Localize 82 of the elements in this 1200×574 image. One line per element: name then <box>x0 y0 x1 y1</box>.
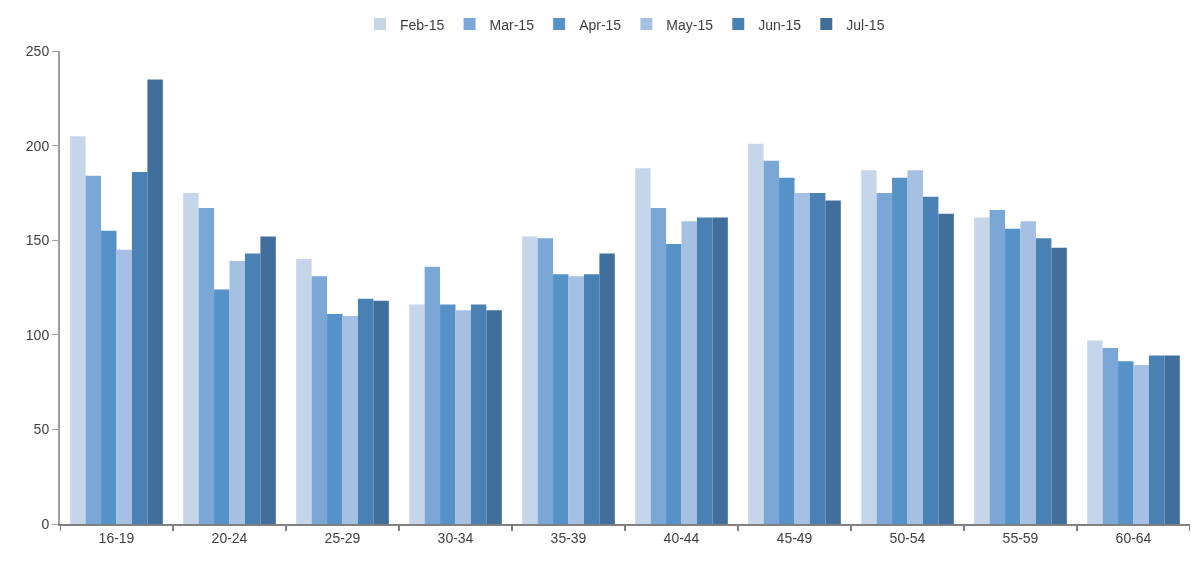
x-tick-label: 20-24 <box>211 529 248 546</box>
bar <box>635 168 651 524</box>
bar <box>861 170 877 524</box>
bar <box>486 310 502 524</box>
bar <box>892 177 908 524</box>
bar <box>327 313 343 524</box>
bar <box>1102 348 1119 524</box>
bar <box>229 261 245 524</box>
bar <box>311 276 328 524</box>
legend-label: May-15 <box>666 16 714 33</box>
bar <box>989 209 1006 524</box>
bar <box>116 249 132 524</box>
bar <box>440 304 456 524</box>
bar <box>1148 355 1165 524</box>
bar <box>599 253 615 524</box>
bar <box>1164 355 1180 524</box>
bar <box>147 79 163 524</box>
bar <box>260 236 276 524</box>
bar <box>1005 228 1021 524</box>
bar <box>553 274 569 524</box>
x-tick-label: 16-19 <box>98 529 135 546</box>
bar <box>650 208 667 524</box>
bar <box>712 217 728 524</box>
bar <box>876 192 893 524</box>
bar <box>357 298 374 524</box>
bar <box>1035 238 1052 524</box>
bar <box>825 200 841 524</box>
x-tick-label: 25-29 <box>324 529 361 546</box>
bar <box>1020 221 1036 524</box>
bar <box>922 196 939 524</box>
y-tick-label: 250 <box>25 42 50 59</box>
bar <box>763 160 780 524</box>
x-tick-label: 55-59 <box>1002 529 1039 546</box>
bar <box>198 208 215 524</box>
bar <box>342 315 358 524</box>
legend-label: Mar-15 <box>489 16 535 33</box>
bar <box>666 243 682 524</box>
x-tick-label: 60-64 <box>1115 529 1152 546</box>
y-tick-label: 150 <box>25 232 50 249</box>
bar <box>85 175 102 524</box>
bar <box>794 192 810 524</box>
bar <box>537 238 554 524</box>
bar <box>907 170 923 524</box>
bar <box>424 266 441 524</box>
bar <box>779 177 795 524</box>
x-tick-label: 45-49 <box>776 529 813 546</box>
bar <box>583 274 600 524</box>
x-tick-label: 35-39 <box>550 529 587 546</box>
legend-label: Apr-15 <box>579 16 622 33</box>
y-tick-label: 200 <box>25 137 50 154</box>
bar <box>183 192 199 524</box>
bar <box>1133 365 1149 524</box>
bar <box>470 304 487 524</box>
bar <box>1087 340 1103 524</box>
bar <box>681 221 697 524</box>
bar <box>214 289 230 524</box>
bar <box>455 310 471 524</box>
bar <box>809 192 826 524</box>
bar <box>1118 361 1134 524</box>
y-tick-label: 0 <box>41 515 50 532</box>
bar <box>938 213 954 524</box>
bar <box>409 304 425 524</box>
bar <box>522 236 538 524</box>
bar <box>244 253 261 524</box>
bar <box>568 276 584 524</box>
bar <box>373 300 389 524</box>
x-tick-label: 40-44 <box>663 529 700 546</box>
bar <box>296 259 312 524</box>
x-tick-label: 30-34 <box>437 529 474 546</box>
bar <box>70 136 86 524</box>
legend-label: Feb-15 <box>400 16 445 33</box>
legend-label: Jul-15 <box>846 16 885 33</box>
bar <box>131 172 148 524</box>
bar <box>696 217 713 524</box>
legend-label: Jun-15 <box>758 16 802 33</box>
y-tick-label: 50 <box>33 421 50 438</box>
x-tick-label: 50-54 <box>889 529 926 546</box>
bar <box>101 230 117 524</box>
bar <box>974 217 990 524</box>
bar <box>1051 247 1067 524</box>
y-tick-label: 100 <box>25 326 50 343</box>
bar <box>748 143 764 524</box>
